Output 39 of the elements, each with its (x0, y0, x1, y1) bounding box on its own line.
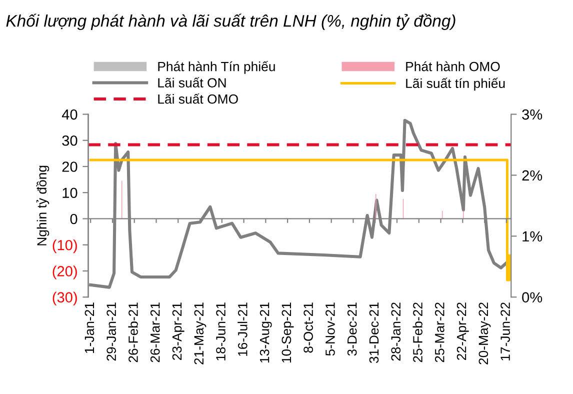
x-tick-label: 16-Jul-21 (238, 302, 248, 356)
legend-label: Lãi suất tín phiếu (406, 78, 505, 91)
legend-label: Lãi suất ON (158, 77, 226, 88)
x-tick-label: 31-Dec-21 (369, 302, 379, 364)
y-tick-label: 0 (70, 214, 78, 224)
x-tick-label: 3-Dec-21 (347, 302, 357, 356)
x-tick-label: 18-Jun-21 (216, 302, 226, 360)
x-tick-label: 13-Aug-21 (260, 302, 272, 363)
y-tick-label: 10 (62, 188, 78, 198)
x-tick-label: 26-Feb-21 (128, 302, 138, 362)
legend-label: Phát hành Tín phiếu (158, 60, 275, 74)
y2-tick-label: 3% (522, 109, 542, 120)
x-tick-label: 5-Nov-21 (326, 302, 335, 356)
chart-title: Khối lượng phát hành và lãi suất trên LNH (%, nghin tỷ đồng) (6, 14, 456, 30)
x-tick-label: 17-Jun-22 (500, 302, 510, 360)
x-tick-label: 23-Apr-21 (172, 302, 184, 360)
x-tick-label: 25-Mar-22 (434, 302, 444, 362)
y-axis-title: Nghin tỷ đồng (36, 166, 50, 246)
y2-tick-label: 1% (522, 231, 542, 242)
x-tick-label: 20-May-22 (478, 302, 491, 364)
y-tick-label: (10) (52, 240, 77, 254)
y-tick-label: 40 (62, 109, 78, 120)
y-tick-label: (20) (52, 266, 77, 280)
y2-tick-label: 0% (522, 292, 542, 303)
y-tick-label: 30 (62, 135, 78, 146)
x-tick-label: 21-May-21 (194, 302, 206, 364)
x-tick-label: 25-Feb-22 (412, 302, 422, 362)
legend-label: Lãi suất OMO (158, 93, 238, 104)
y2-tick-label: 2% (522, 170, 542, 181)
y-tick-label: 20 (62, 162, 78, 172)
x-tick-label: 1-Jan-21 (84, 302, 94, 353)
x-tick-label: 22-Apr-22 (456, 302, 469, 360)
x-tick-label: 8-Oct-21 (304, 302, 313, 353)
x-tick-label: 29-Jan-21 (106, 302, 116, 361)
y-tick-label: (30) (52, 292, 77, 306)
x-tick-label: 26-Mar-21 (150, 302, 160, 362)
legend-label: Phát hành OMO (406, 61, 500, 72)
x-tick-label: 28-Jan-22 (391, 302, 401, 361)
x-tick-label: 10-Sep-21 (282, 302, 294, 363)
